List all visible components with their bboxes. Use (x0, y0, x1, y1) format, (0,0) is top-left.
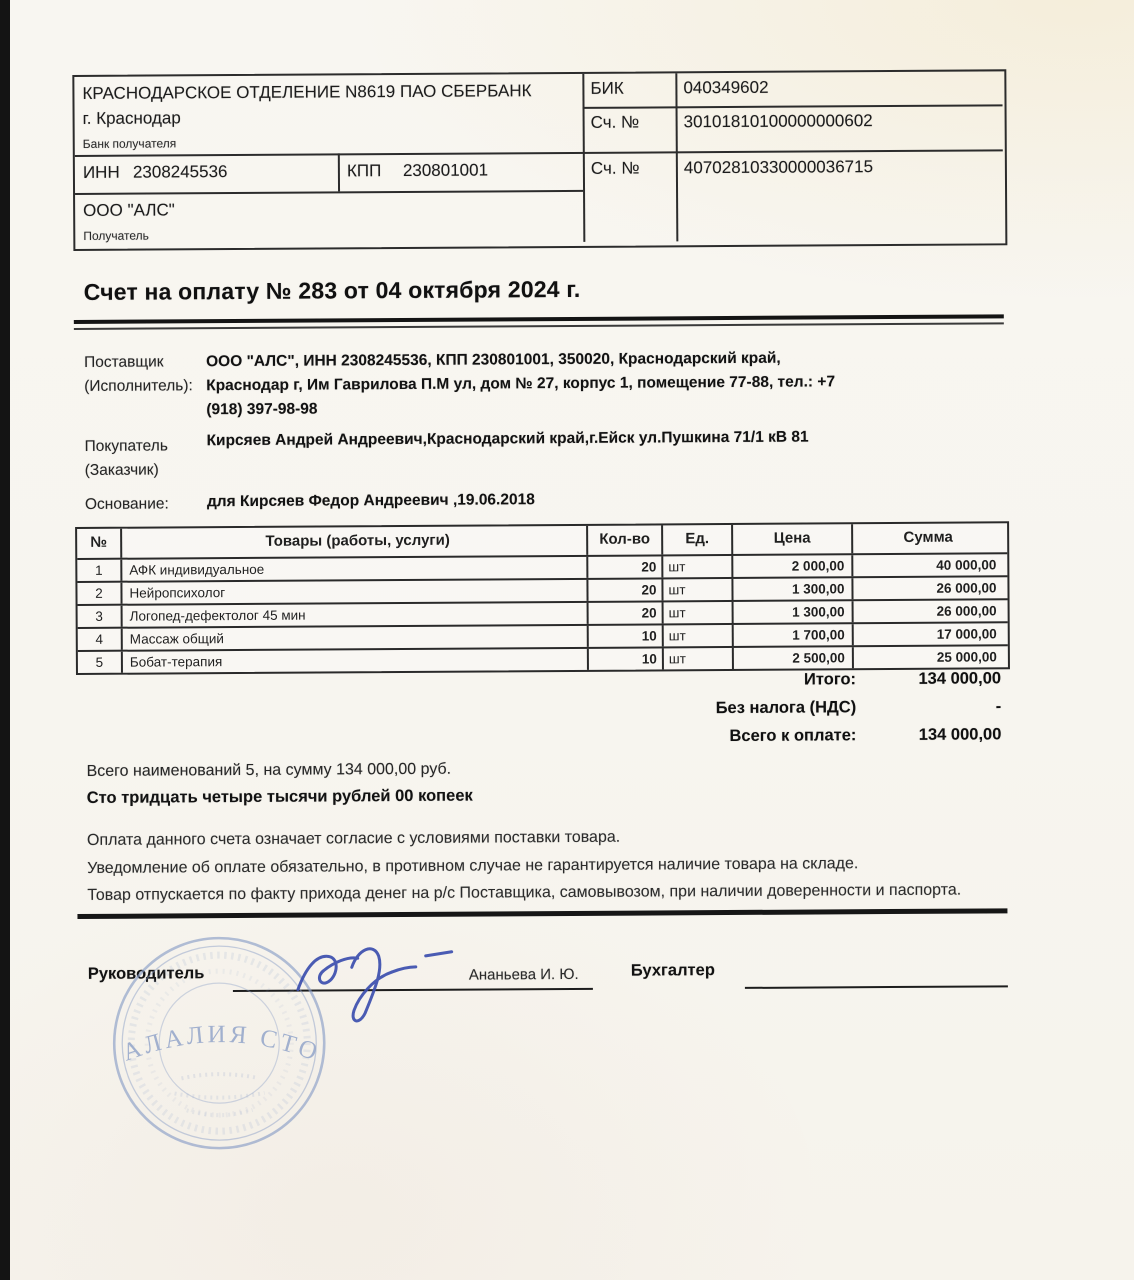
summary-count-line: Всего наименований 5, на сумму 134 000,0… (86, 760, 452, 780)
subtotal-value: 134 000,00 (918, 669, 1002, 688)
accountant-label: Бухгалтер (630, 961, 715, 980)
signature-divider (77, 908, 1008, 919)
item-name: Логопед-дефектолог 45 мин (122, 602, 589, 627)
col-header-name: Товары (работы, услуги) (122, 525, 589, 558)
buyer-label: Покупатель (Заказчик) (84, 437, 168, 479)
accountant-signature-line (744, 985, 1008, 989)
kpp-value: 230801001 (402, 160, 489, 180)
account-label: Сч. № (590, 158, 640, 178)
item-name: Массаж общий (122, 625, 589, 650)
director-name: Ананьева И. Ю. (468, 965, 579, 984)
item-unit: шт (663, 578, 734, 601)
company-stamp: АЛАЛИЯ СТОП (106, 929, 326, 1150)
total-label: Всего к оплате: (729, 726, 857, 746)
item-price: 2 500,00 (733, 647, 854, 669)
items-table: № Товары (работы, услуги) Кол-во Ед. Цен… (75, 521, 1010, 676)
item-price: 1 300,00 (733, 578, 854, 600)
item-num: 5 (77, 651, 123, 673)
item-qty: 20 (588, 556, 664, 578)
title-divider (73, 314, 1004, 331)
bik-value: 040349602 (683, 77, 769, 98)
bik-label: БИК (590, 78, 624, 98)
payee-caption: Получатель (83, 228, 149, 243)
item-qty: 10 (588, 648, 664, 670)
item-num: 1 (77, 559, 123, 581)
table-line (337, 153, 341, 192)
item-unit: шт (663, 555, 734, 578)
vat-value: - (995, 697, 1002, 716)
col-header-sum: Сумма (903, 528, 953, 546)
director-handwritten-signature (296, 947, 454, 1023)
corr-account-value: 30101810100000000602 (683, 111, 873, 132)
item-unit: шт (663, 601, 734, 624)
item-name: АФК индивидуальное (122, 556, 589, 581)
item-name: Бобат-терапия (122, 648, 589, 673)
buyer-value: Кирсяев Андрей Андреевич,Краснодарский к… (206, 428, 809, 450)
payee-name: ООО "АЛС" (83, 200, 175, 220)
terms-line: Товар отпускается по факту прихода денег… (87, 881, 962, 904)
item-sum: 17 000,00 (936, 626, 997, 642)
item-price: 1 300,00 (733, 601, 854, 623)
table-line (582, 73, 586, 242)
item-price: 2 000,00 (733, 555, 854, 577)
col-header-price: Цена (733, 524, 854, 554)
item-qty: 20 (588, 602, 664, 624)
corr-account-label: Сч. № (590, 112, 640, 132)
scanner-edge-strip (0, 0, 10, 1280)
summary-amount-words: Сто тридцать четыре тысячи рублей 00 коп… (86, 786, 473, 807)
supplier-label: Поставщик (Исполнитель): (84, 353, 193, 395)
invoice-title: Счет на оплату № 283 от 04 октября 2024 … (83, 275, 581, 305)
total-value: 134 000,00 (918, 725, 1002, 744)
bank-requisites-table: КРАСНОДАРСКОЕ ОТДЕЛЕНИЕ N8619 ПАО СБЕРБА… (72, 69, 1008, 252)
table-row: 5 Бобат-терапия 10 шт 2 500,00 25 000,00 (77, 646, 1008, 673)
item-sum: 26 000,00 (936, 603, 997, 619)
bank-name: КРАСНОДАРСКОЕ ОТДЕЛЕНИЕ N8619 ПАО СБЕРБА… (82, 81, 532, 128)
kpp-label: КПП (346, 161, 382, 181)
account-value: 40702810330000036715 (683, 157, 874, 178)
item-name: Нейропсихолог (122, 579, 589, 604)
item-unit: шт (663, 624, 734, 647)
item-price: 1 700,00 (733, 624, 854, 646)
item-num: 3 (77, 605, 123, 627)
col-header-qty: Кол-во (588, 525, 664, 555)
col-header-num: № (77, 528, 123, 558)
item-sum: 25 000,00 (936, 649, 997, 665)
inn-value: 2308245536 (132, 162, 228, 182)
item-qty: 20 (588, 579, 664, 601)
supplier-value: ООО "АЛС", ИНН 2308245536, КПП 230801001… (206, 349, 836, 419)
terms-block: Оплата данного счета означает согласие с… (87, 822, 971, 910)
item-qty: 10 (588, 625, 664, 647)
table-line (582, 104, 1003, 109)
item-sum: 40 000,00 (936, 557, 997, 573)
subtotal-label: Итого: (803, 670, 857, 689)
table-line (74, 149, 1003, 157)
basis-label: Основание: (84, 495, 169, 513)
item-sum: 26 000,00 (936, 580, 997, 596)
vat-label: Без налога (НДС) (715, 698, 857, 718)
table-line (675, 73, 679, 242)
table-line (75, 189, 584, 195)
col-header-unit: Ед. (663, 524, 734, 555)
item-unit: шт (663, 647, 734, 670)
basis-value: для Кирсяев Федор Андреевич ,19.06.2018 (206, 491, 535, 511)
item-num: 4 (77, 628, 123, 650)
bank-caption: Банк получателя (82, 136, 177, 151)
item-num: 2 (77, 582, 123, 604)
inn-label: ИНН (82, 162, 120, 182)
